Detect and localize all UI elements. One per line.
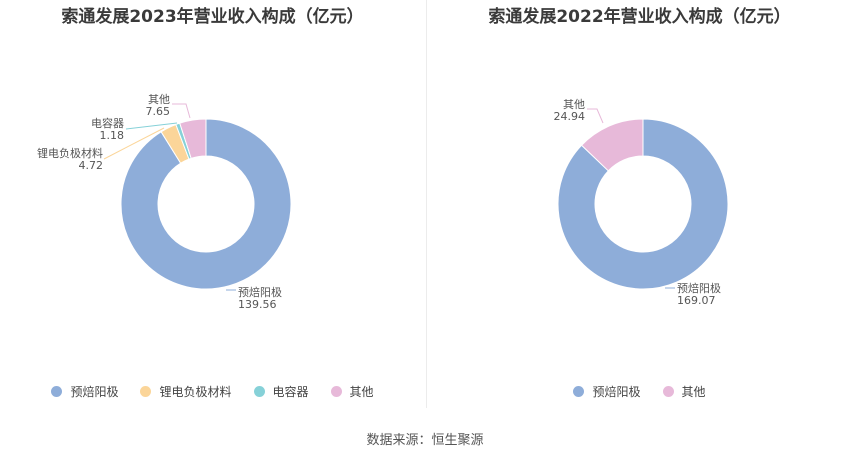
label-leader-line <box>172 103 191 119</box>
legend-label: 锂电负极材料 <box>159 385 232 399</box>
chart-panel-2022: 索通发展2022年营业收入构成（亿元） 预焙阳极 169.07 其他 24.94 预焙… <box>427 0 850 420</box>
slice-label-value: 24.94 <box>554 110 586 123</box>
chart-title: 索通发展2023年营业收入构成（亿元） <box>61 7 364 27</box>
slice-label-name: 预焙阳极 <box>238 285 282 299</box>
slice-label-value: 169.07 <box>677 294 716 307</box>
chart-panel-2023: 索通发展2023年营业收入构成（亿元） 预焙阳极 139.56 锂电负极材料 4.72… <box>0 0 425 420</box>
legend-swatch <box>140 386 152 397</box>
chart-title: 索通发展2022年营业收入构成（亿元） <box>488 7 791 27</box>
slice-label-name: 锂电负极材料 <box>37 146 103 160</box>
label-leader-line <box>125 122 178 130</box>
slice-label-name: 预焙阳极 <box>677 281 721 295</box>
slice-label-name: 其他 <box>148 93 170 106</box>
label-leader-line <box>587 108 604 124</box>
legend-swatch <box>662 386 674 397</box>
legend-label: 电容器 <box>272 385 309 399</box>
slice-label-value: 4.72 <box>79 159 104 172</box>
legend-2022: 预焙阳极 其他 <box>427 383 850 400</box>
slice-label-name: 电容器 <box>91 116 124 130</box>
slice-label-value: 1.18 <box>100 129 125 142</box>
legend-label: 预焙阳极 <box>70 385 119 399</box>
legend-swatch <box>253 386 265 397</box>
legend-swatch <box>573 386 585 397</box>
donut-slice <box>120 118 292 290</box>
legend-item[interactable]: 电容器 <box>253 383 309 400</box>
legend-item[interactable]: 锂电负极材料 <box>140 383 232 400</box>
legend-swatch <box>51 386 63 397</box>
donut-slice <box>557 118 729 290</box>
panel-divider <box>426 0 427 408</box>
legend-item[interactable]: 预焙阳极 <box>51 383 118 400</box>
legend-swatch <box>330 386 342 397</box>
legend-2023: 预焙阳极 锂电负极材料 电容器 其他 <box>0 383 425 400</box>
legend-label: 预焙阳极 <box>592 385 641 399</box>
slice-label-value: 7.65 <box>146 105 171 118</box>
legend-item[interactable]: 预焙阳极 <box>573 383 641 400</box>
slice-label-name: 其他 <box>563 98 585 111</box>
data-source: 数据来源：恒生聚源 <box>366 433 484 448</box>
slice-label-value: 139.56 <box>238 298 277 311</box>
legend-label: 其他 <box>681 385 706 399</box>
donut-slice <box>580 118 644 172</box>
label-leader-line <box>103 127 165 160</box>
donut-slice <box>179 118 207 159</box>
legend-label: 其他 <box>349 385 374 399</box>
legend-item[interactable]: 其他 <box>662 383 706 400</box>
legend-item[interactable]: 其他 <box>330 383 374 400</box>
